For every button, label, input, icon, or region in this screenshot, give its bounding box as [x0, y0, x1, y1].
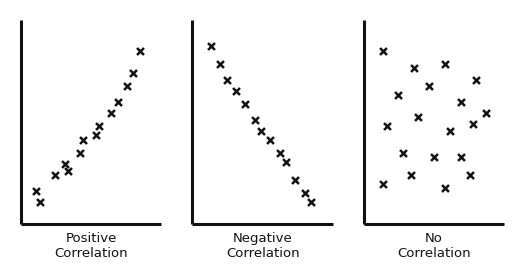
Point [113, 100, 122, 104]
Point [135, 48, 144, 53]
Point [207, 44, 215, 48]
Point [410, 66, 418, 71]
Point [107, 111, 115, 115]
Point [430, 155, 438, 160]
Point [251, 117, 259, 122]
Point [457, 100, 465, 104]
Point [425, 84, 434, 88]
Point [257, 129, 265, 133]
X-axis label: Positive
Correlation: Positive Correlation [54, 232, 128, 260]
Point [394, 93, 402, 97]
Point [95, 124, 103, 129]
Point [216, 62, 225, 66]
Point [51, 173, 59, 177]
Point [241, 102, 250, 106]
Point [379, 182, 387, 186]
Point [92, 133, 100, 137]
Point [399, 151, 407, 155]
Point [482, 111, 490, 115]
Point [414, 115, 423, 120]
Point [60, 162, 69, 166]
Point [76, 151, 84, 155]
Point [457, 155, 465, 160]
Point [32, 188, 41, 193]
Point [446, 129, 454, 133]
Point [407, 173, 415, 177]
Point [441, 186, 449, 191]
Point [282, 160, 290, 164]
X-axis label: No
Correlation: No Correlation [397, 232, 471, 260]
Point [441, 62, 449, 66]
X-axis label: Negative
Correlation: Negative Correlation [226, 232, 300, 260]
Point [123, 84, 131, 88]
Point [472, 77, 480, 82]
Point [301, 191, 309, 195]
Point [232, 88, 240, 93]
Point [129, 71, 137, 75]
Point [466, 173, 474, 177]
Point [35, 200, 44, 204]
Point [63, 169, 72, 173]
Point [223, 77, 231, 82]
Point [276, 151, 284, 155]
Point [266, 137, 275, 142]
Point [79, 137, 87, 142]
Point [307, 200, 315, 204]
Point [469, 122, 477, 126]
Point [291, 177, 300, 182]
Point [379, 48, 387, 53]
Point [383, 124, 392, 129]
